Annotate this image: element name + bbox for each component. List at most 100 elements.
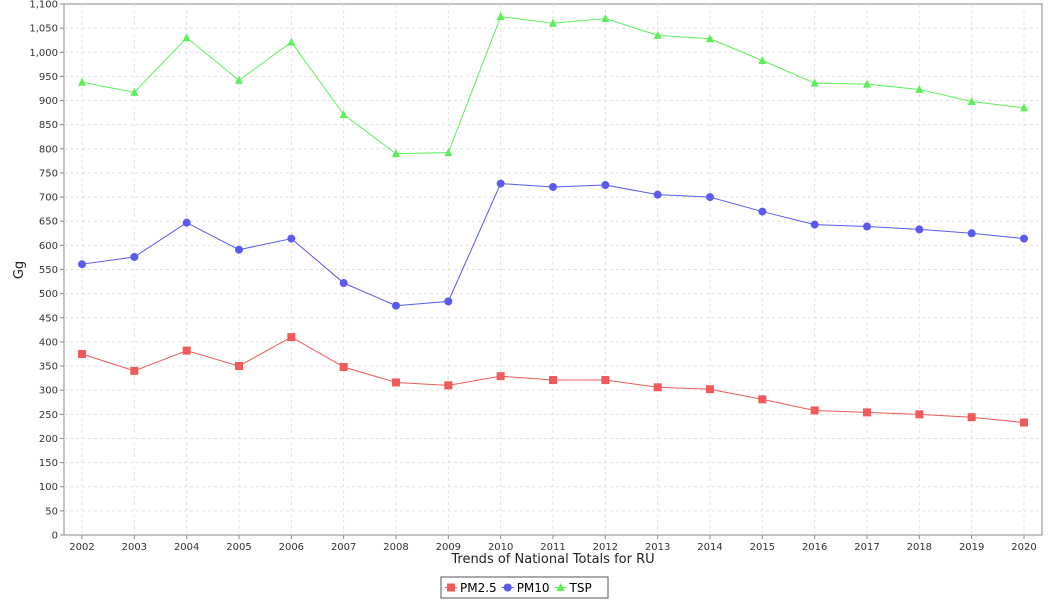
data-point-tsp — [706, 34, 714, 43]
x-tick-label: 2011 — [540, 542, 565, 553]
grid-lines — [64, 4, 1042, 535]
axes: 0 50 100 150 200 250 300 350 400 450 500 550 600 650 7… — [29, 0, 1036, 553]
data-point-tsp — [182, 33, 191, 42]
legend-marker-pm10 — [503, 583, 512, 592]
x-axis-title: Trends of National Totals for RU — [450, 552, 654, 567]
x-tick-label: 2017 — [854, 542, 879, 553]
y-tick-label: 200 — [39, 434, 58, 445]
y-tick-label: 750 — [39, 168, 58, 179]
data-point-pm25 — [758, 395, 767, 404]
data-point-tsp — [601, 13, 610, 22]
series-pm25 — [78, 333, 1028, 427]
y-tick-label: 700 — [39, 193, 58, 204]
data-point-pm25 — [235, 362, 243, 371]
data-point-pm25 — [810, 406, 819, 415]
data-point-tsp — [549, 18, 557, 27]
x-tick-label: 2019 — [959, 542, 984, 553]
data-point-tsp — [392, 149, 400, 158]
data-point-tsp — [863, 79, 871, 88]
y-tick-label: 50 — [45, 506, 58, 517]
y-tick-label: 350 — [39, 362, 58, 373]
x-tick-label: 2002 — [69, 542, 94, 553]
data-point-pm25 — [549, 376, 557, 385]
series-tsp — [78, 12, 1028, 158]
x-tick-label: 2007 — [331, 542, 356, 553]
y-tick-label: 150 — [39, 458, 58, 469]
data-point-tsp — [758, 55, 767, 64]
legend-marker-pm25 — [447, 583, 455, 592]
data-point-pm25 — [339, 363, 348, 372]
y-tick-label: 1,050 — [29, 24, 58, 35]
data-point-tsp — [444, 148, 453, 157]
data-point-pm25 — [182, 346, 191, 355]
data-point-tsp — [78, 77, 86, 86]
y-axis-title: Gg — [12, 261, 27, 279]
data-point-pm10 — [235, 245, 243, 254]
data-point-pm10 — [339, 279, 348, 288]
y-tick-label: 250 — [39, 410, 58, 421]
x-tick-label: 2005 — [226, 542, 251, 553]
y-tick-label: 800 — [39, 144, 58, 155]
data-point-pm10 — [1020, 234, 1028, 243]
x-tick-label: 2018 — [907, 542, 932, 553]
legend-label-pm10: PM10 — [517, 581, 550, 595]
x-tick-label: 2016 — [802, 542, 827, 553]
data-point-pm10 — [287, 234, 296, 243]
y-tick-label: 300 — [39, 386, 58, 397]
x-tick-label: 2008 — [383, 542, 408, 553]
data-point-tsp — [1020, 103, 1028, 112]
y-tick-label: 900 — [39, 96, 58, 107]
data-point-pm10 — [863, 222, 871, 231]
data-point-pm10 — [758, 207, 767, 216]
y-tick-label: 500 — [39, 289, 58, 300]
data-point-pm25 — [287, 333, 296, 342]
data-point-tsp — [287, 37, 296, 46]
y-tick-label: 650 — [39, 217, 58, 228]
data-point-pm25 — [706, 385, 714, 394]
data-point-tsp — [915, 84, 924, 93]
data-point-pm25 — [601, 376, 610, 385]
x-tick-label: 2014 — [697, 542, 722, 553]
legend-marker-tsp — [556, 583, 565, 591]
data-point-pm10 — [706, 193, 714, 202]
data-point-pm25 — [863, 408, 871, 417]
data-point-pm25 — [78, 349, 86, 358]
data-point-tsp — [496, 12, 505, 21]
data-point-pm10 — [810, 220, 819, 229]
y-tick-label: 550 — [39, 265, 58, 276]
x-tick-label: 2004 — [174, 542, 199, 553]
legend-item-pm25: PM2.5 — [445, 581, 497, 595]
x-tick-label: 2013 — [645, 542, 670, 553]
legend: PM2.5 PM10 TSP — [440, 576, 609, 599]
data-point-pm10 — [967, 229, 976, 238]
data-point-pm25 — [967, 413, 976, 422]
data-point-tsp — [130, 87, 139, 96]
data-point-pm10 — [549, 182, 557, 191]
data-point-pm10 — [444, 297, 453, 306]
data-point-pm10 — [392, 301, 400, 310]
data-point-pm25 — [392, 378, 400, 387]
data-point-tsp — [653, 30, 662, 39]
legend-item-pm10: PM10 — [501, 581, 550, 595]
data-point-pm10 — [915, 225, 924, 234]
x-tick-label: 2015 — [750, 542, 775, 553]
data-point-pm25 — [1020, 418, 1028, 427]
y-tick-label: 950 — [39, 72, 58, 83]
data-point-tsp — [339, 110, 348, 119]
data-point-pm25 — [444, 381, 453, 390]
data-point-pm10 — [653, 190, 662, 199]
data-point-tsp — [235, 75, 243, 84]
x-tick-label: 2003 — [122, 542, 147, 553]
y-tick-label: 400 — [39, 337, 58, 348]
y-tick-label: 1,100 — [29, 0, 58, 11]
y-tick-label: 0 — [52, 531, 58, 542]
data-point-pm25 — [653, 383, 662, 392]
data-point-tsp — [967, 97, 976, 106]
data-point-tsp — [810, 78, 819, 87]
x-tick-label: 2020 — [1011, 542, 1036, 553]
legend-box — [440, 576, 609, 599]
x-tick-label: 2006 — [279, 542, 304, 553]
data-point-pm10 — [182, 218, 191, 227]
